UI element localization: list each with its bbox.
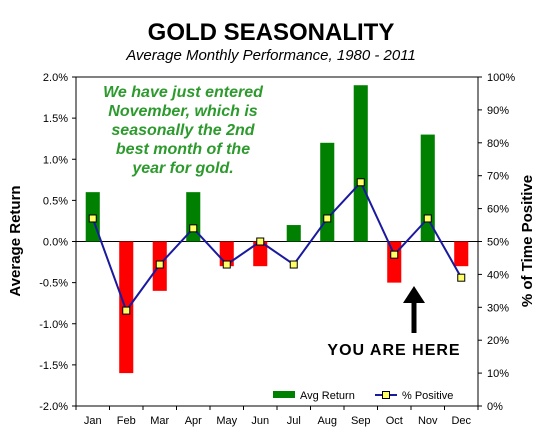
- percent-positive-marker: [189, 224, 198, 233]
- percent-positive-marker: [289, 260, 298, 269]
- y2-tick-label: 90%: [487, 105, 509, 117]
- y2-axis-title: % of Time Positive: [519, 175, 536, 307]
- y2-tick-label: 70%: [487, 171, 509, 183]
- left-axis-ticks: 2.0% 1.5% 1.0% 0.5% 0.0% -0.5% -1.0% -1.5% -2.0%: [39, 72, 76, 413]
- percent-positive-marker: [423, 214, 432, 223]
- avg-return-bar: [253, 241, 268, 267]
- avg-return-bar: [353, 85, 368, 242]
- chart-title: GOLD SEASONALITY: [148, 19, 395, 46]
- percent-positive-marker: [122, 306, 131, 315]
- annotation-line-3: seasonally the 2nd: [111, 122, 255, 139]
- legend-bar-swatch: [273, 391, 295, 398]
- y-axis-title: Average Return: [7, 185, 24, 296]
- x-tick-label: Dec: [451, 415, 471, 427]
- percent-positive-line: [91, 180, 463, 313]
- y2-tick-label: 40%: [487, 269, 509, 281]
- avg-return-bar: [387, 241, 402, 283]
- x-tick-label: Jan: [84, 415, 102, 427]
- y-tick-label: 2.0%: [43, 72, 68, 84]
- annotation-line-1: We have just entered: [103, 84, 264, 101]
- y2-tick-label: 10%: [487, 368, 509, 380]
- x-axis-ticks: Jan Feb Mar Apr May Jun Jul Aug Sep Oct Nov Dec: [75, 406, 479, 427]
- y2-tick-label: 80%: [487, 138, 509, 150]
- percent-positive-series: [88, 178, 466, 315]
- x-tick-label: Nov: [418, 415, 438, 427]
- y-tick-label: 0.5%: [43, 195, 68, 207]
- x-tick-label: Mar: [150, 415, 169, 427]
- y2-tick-label: 0%: [487, 401, 503, 413]
- x-tick-label: Sep: [351, 415, 371, 427]
- legend-label-percent-positive: % Positive: [402, 390, 453, 402]
- x-tick-label: Jun: [251, 415, 269, 427]
- percent-positive-marker: [88, 214, 97, 223]
- y-tick-label: -1.5%: [39, 360, 68, 372]
- avg-return-bar: [454, 241, 469, 267]
- y2-tick-label: 60%: [487, 204, 509, 216]
- annotation-line-4: best month of the: [116, 141, 250, 158]
- you-are-here-label: YOU ARE HERE: [327, 342, 460, 359]
- x-tick-label: Apr: [185, 415, 202, 427]
- annotation-text: We have just entered November, which is …: [103, 84, 264, 177]
- y-tick-label: 1.5%: [43, 113, 68, 125]
- percent-positive-marker: [256, 237, 265, 246]
- percent-positive-marker: [155, 260, 164, 269]
- annotation-line-2: November, which is: [108, 103, 257, 120]
- percent-positive-marker: [222, 260, 231, 269]
- annotation-line-5: year for gold.: [131, 160, 233, 177]
- legend: Avg Return % Positive: [273, 390, 453, 402]
- percent-positive-marker: [356, 178, 365, 187]
- legend-marker-swatch: [382, 391, 390, 399]
- y-tick-label: 0.0%: [43, 237, 68, 249]
- y2-tick-label: 30%: [487, 302, 509, 314]
- right-axis-ticks: 100% 90% 80% 70% 60% 50% 40% 30% 20% 10% 0%: [478, 72, 515, 413]
- y2-tick-label: 100%: [487, 72, 515, 84]
- y-tick-label: -0.5%: [39, 278, 68, 290]
- avg-return-bar: [286, 225, 301, 242]
- y2-tick-label: 20%: [487, 335, 509, 347]
- y-tick-label: -1.0%: [39, 319, 68, 331]
- x-tick-label: Oct: [386, 415, 403, 427]
- y-tick-label: 1.0%: [43, 154, 68, 166]
- percent-positive-marker: [390, 250, 399, 259]
- x-tick-label: Jul: [287, 415, 301, 427]
- legend-label-avg-return: Avg Return: [300, 390, 355, 402]
- percent-positive-marker: [457, 273, 466, 282]
- chart-subtitle: Average Monthly Performance, 1980 - 2011: [125, 47, 416, 64]
- x-tick-label: Feb: [117, 415, 136, 427]
- x-tick-label: May: [216, 415, 237, 427]
- arrow-up-icon: [403, 286, 425, 333]
- x-tick-label: Aug: [317, 415, 337, 427]
- y2-tick-label: 50%: [487, 237, 509, 249]
- percent-positive-marker: [323, 214, 332, 223]
- y-tick-label: -2.0%: [39, 401, 68, 413]
